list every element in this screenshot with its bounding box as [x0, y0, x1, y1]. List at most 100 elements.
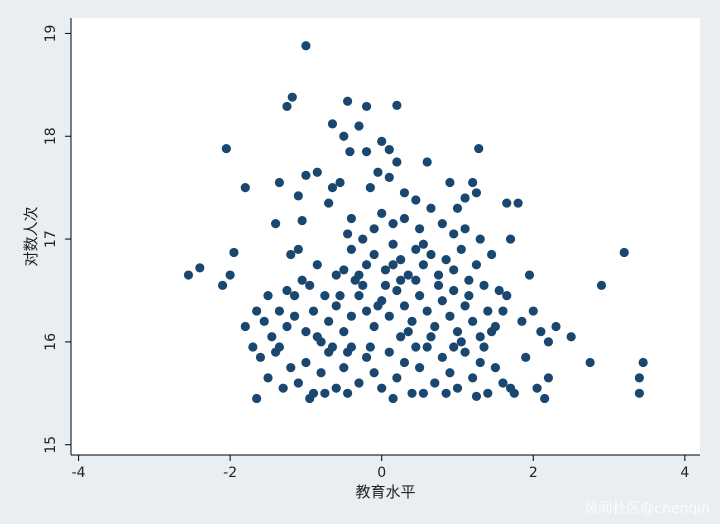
data-point [384, 145, 394, 155]
data-point [415, 363, 425, 373]
data-point [634, 373, 644, 383]
data-point [422, 306, 432, 316]
data-point [183, 270, 194, 280]
data-point [638, 357, 648, 368]
data-point [430, 321, 440, 332]
data-point [354, 121, 364, 131]
data-point [255, 352, 266, 362]
data-point [377, 208, 387, 218]
data-point [293, 378, 303, 388]
data-point [301, 357, 311, 368]
x-tick-label: -4 [72, 465, 86, 481]
data-point [293, 244, 303, 254]
data-point [274, 306, 285, 316]
data-point [475, 357, 485, 368]
data-point [411, 244, 421, 254]
data-point [524, 270, 535, 280]
data-point [403, 270, 413, 280]
data-point [354, 378, 364, 388]
data-point [475, 332, 485, 342]
data-point [380, 280, 391, 290]
data-point [426, 332, 436, 342]
data-point [331, 301, 341, 311]
data-point [418, 260, 428, 270]
data-point [377, 136, 387, 146]
data-point [335, 291, 345, 301]
data-point [369, 321, 379, 332]
data-point [240, 183, 250, 193]
data-point [297, 215, 307, 226]
data-point [369, 224, 379, 234]
data-point [312, 332, 322, 342]
data-point [282, 321, 292, 332]
data-point [619, 247, 629, 258]
y-tick-label: 19 [43, 25, 59, 43]
data-point [252, 393, 262, 404]
data-point [433, 280, 444, 290]
data-point [384, 172, 394, 182]
data-point [521, 352, 531, 362]
data-point [339, 327, 349, 337]
data-point [471, 188, 482, 198]
data-point [361, 260, 372, 270]
data-point [415, 224, 425, 234]
data-point [517, 316, 527, 326]
data-point [274, 177, 285, 188]
data-point [415, 291, 425, 301]
data-point [358, 280, 368, 290]
data-point [331, 383, 341, 393]
data-point [403, 327, 413, 337]
data-point [452, 203, 463, 213]
data-point [449, 342, 459, 352]
data-point [483, 306, 493, 316]
data-point [471, 391, 482, 401]
data-point [388, 393, 398, 404]
data-point [426, 203, 436, 213]
data-point [528, 306, 538, 316]
data-point [335, 177, 345, 188]
data-point [460, 301, 470, 311]
data-point [195, 263, 205, 273]
data-point [445, 311, 455, 321]
data-point [399, 301, 410, 311]
data-point [474, 143, 484, 154]
data-point [437, 296, 447, 306]
data-point [320, 388, 330, 398]
data-point [392, 157, 402, 167]
data-point [411, 195, 421, 205]
y-tick-label: 15 [43, 436, 59, 454]
data-point [361, 352, 372, 362]
data-point [287, 92, 297, 102]
data-point [286, 249, 296, 260]
data-point [543, 337, 554, 347]
data-point [217, 280, 228, 290]
data-point [327, 183, 338, 193]
data-point [354, 291, 364, 301]
data-point [445, 368, 455, 378]
data-point [433, 270, 444, 280]
data-point [377, 383, 387, 393]
data-point [464, 275, 474, 285]
data-point [384, 311, 394, 321]
data-point [540, 393, 550, 404]
data-point [596, 280, 607, 290]
data-point [312, 167, 322, 177]
data-point [494, 285, 504, 296]
data-point [460, 347, 470, 357]
data-point [388, 239, 398, 249]
data-point [361, 101, 372, 112]
data-point [407, 316, 417, 326]
data-point [392, 373, 402, 383]
data-point [252, 306, 262, 316]
data-point [373, 301, 383, 311]
data-point [486, 249, 497, 260]
data-point [361, 306, 372, 316]
data-point [221, 143, 231, 154]
data-point [263, 373, 273, 383]
data-point [543, 373, 554, 383]
data-point [327, 342, 338, 352]
data-point [365, 342, 375, 352]
data-point [286, 363, 296, 373]
data-point [324, 316, 334, 326]
data-point [301, 327, 311, 337]
